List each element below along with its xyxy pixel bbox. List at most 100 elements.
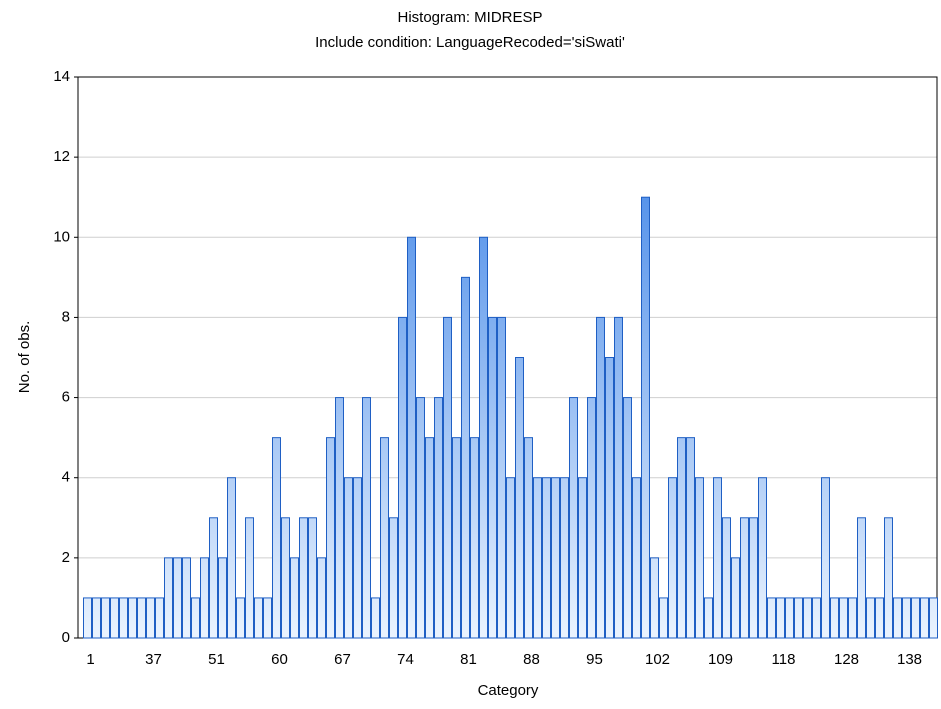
bar <box>389 517 398 639</box>
bar <box>164 557 173 639</box>
bar <box>893 597 902 639</box>
bar <box>695 477 704 639</box>
bar <box>713 477 722 639</box>
bar <box>353 477 362 639</box>
bar <box>479 236 488 639</box>
bar <box>677 437 686 639</box>
x-tick-label: 74 <box>397 651 414 668</box>
bar <box>794 597 803 639</box>
bar <box>839 597 848 639</box>
y-tick-label: 0 <box>62 629 70 646</box>
bar <box>569 397 578 639</box>
bar <box>425 437 434 639</box>
y-tick-label: 14 <box>53 68 70 85</box>
bar <box>83 597 92 639</box>
bar <box>515 357 524 639</box>
bar <box>209 517 218 639</box>
bar <box>110 597 119 639</box>
bar <box>632 477 641 639</box>
bar <box>929 597 938 639</box>
bar <box>704 597 713 639</box>
chart-subtitle: Include condition: LanguageRecoded='siSw… <box>315 34 625 51</box>
y-tick-label: 8 <box>62 308 70 325</box>
bar <box>920 597 929 639</box>
bar <box>668 477 677 639</box>
x-tick-label: 95 <box>586 651 603 668</box>
bar <box>866 597 875 639</box>
bar <box>272 437 281 639</box>
bar <box>281 517 290 639</box>
bar <box>146 597 155 639</box>
bar <box>299 517 308 639</box>
bar <box>821 477 830 639</box>
bar <box>326 437 335 639</box>
y-tick-label: 2 <box>62 549 70 566</box>
x-tick-label: 128 <box>834 651 859 668</box>
bar <box>236 597 245 639</box>
bar <box>722 517 731 639</box>
bar <box>182 557 191 639</box>
bar <box>173 557 182 639</box>
bar <box>308 517 317 639</box>
bar <box>218 557 227 639</box>
bar <box>578 477 587 639</box>
bar <box>776 597 785 639</box>
bar <box>416 397 425 639</box>
x-tick-label: 37 <box>145 651 162 668</box>
bar <box>371 597 380 639</box>
bar <box>551 477 560 639</box>
x-tick-label: 138 <box>897 651 922 668</box>
bar <box>848 597 857 639</box>
x-tick-label: 1 <box>86 651 94 668</box>
bar <box>443 316 452 639</box>
bar <box>911 597 920 639</box>
bar <box>830 597 839 639</box>
bar <box>758 477 767 639</box>
bar <box>686 437 695 639</box>
bar <box>749 517 758 639</box>
x-tick-label: 67 <box>334 651 351 668</box>
bar <box>380 437 389 639</box>
bar <box>497 316 506 639</box>
bar <box>317 557 326 639</box>
bar <box>245 517 254 639</box>
bar <box>200 557 209 639</box>
bar <box>623 397 632 639</box>
bar <box>812 597 821 639</box>
bar <box>560 477 569 639</box>
y-tick-label: 10 <box>53 228 70 245</box>
bar <box>191 597 200 639</box>
bar <box>290 557 299 639</box>
y-axis-label: No. of obs. <box>16 321 33 394</box>
x-tick-label: 88 <box>523 651 540 668</box>
bar <box>767 597 776 639</box>
bar <box>335 397 344 639</box>
bar <box>227 477 236 639</box>
bar <box>434 397 443 639</box>
bar <box>533 477 542 639</box>
bar <box>641 196 650 639</box>
bar <box>461 276 470 639</box>
x-tick-label: 118 <box>772 651 796 668</box>
bar <box>470 437 479 639</box>
bar <box>614 316 623 639</box>
bar <box>902 597 911 639</box>
x-tick-label: 51 <box>208 651 225 668</box>
bar <box>587 397 596 639</box>
bar <box>803 597 812 639</box>
chart-title: Histogram: MIDRESP <box>397 9 542 26</box>
bar <box>362 397 371 639</box>
bar <box>659 597 668 639</box>
bar <box>137 597 146 639</box>
bar <box>875 597 884 639</box>
bar <box>452 437 461 639</box>
bar <box>398 316 407 639</box>
bar <box>884 517 893 639</box>
bar <box>119 597 128 639</box>
bar <box>344 477 353 639</box>
bar <box>650 557 659 639</box>
x-axis-label: Category <box>478 682 539 699</box>
y-tick-label: 6 <box>62 389 70 406</box>
bar <box>605 357 614 639</box>
